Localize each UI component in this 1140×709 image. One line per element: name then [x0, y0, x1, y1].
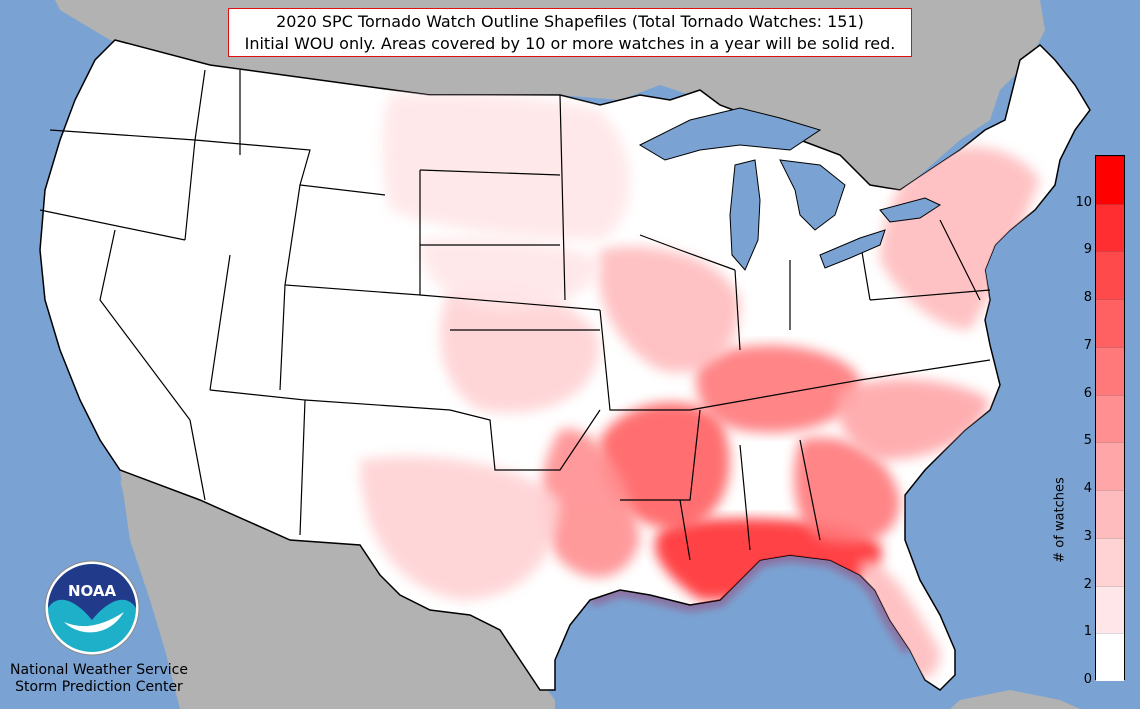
colorbar-segment: [1096, 156, 1124, 204]
state-line: [449, 409, 601, 471]
colorbar-segment: [1096, 585, 1124, 634]
state-line: [869, 289, 991, 301]
state-line: [49, 129, 196, 141]
colorbar-tick-label: 10: [1075, 194, 1092, 210]
credit-block: National Weather Service Storm Predictio…: [4, 662, 194, 696]
mexico-land: [120, 470, 555, 709]
cuba-land: [950, 690, 1080, 709]
state-line: [559, 94, 566, 301]
state-line: [419, 294, 601, 311]
colorbar-tick-label: 7: [1083, 337, 1092, 353]
colorbar-tick-label: 9: [1083, 242, 1092, 258]
colorbar-segment: [1096, 442, 1124, 491]
state-line: [739, 444, 751, 551]
colorbar-tick-label: 5: [1083, 433, 1092, 449]
state-line: [194, 139, 386, 196]
colorbar-segment: [1096, 537, 1124, 586]
shading-region: [860, 560, 940, 679]
map-title: 2020 SPC Tornado Watch Outline Shapefile…: [228, 8, 912, 57]
title-line-2: Initial WOU only. Areas covered by 10 or…: [244, 34, 896, 53]
colorbar-segment: [1096, 299, 1124, 347]
state-line: [734, 269, 741, 351]
shading-region: [382, 93, 630, 240]
credit-line-1: National Weather Service: [10, 662, 188, 678]
state-line: [419, 169, 561, 176]
lake-huron: [779, 159, 846, 231]
colorbar-segment: [1096, 251, 1124, 300]
state-line: [189, 419, 206, 501]
noaa-logo-text: NOAA: [68, 582, 117, 600]
colorbar-tick-label: 1: [1083, 624, 1092, 640]
colorbar-tick-label: 2: [1083, 576, 1092, 592]
state-line: [939, 219, 981, 301]
lake-erie: [819, 229, 886, 269]
state-line: [689, 359, 991, 411]
title-line-1: 2020 SPC Tornado Watch Outline Shapefile…: [276, 12, 864, 31]
state-line: [639, 234, 736, 271]
state-line: [184, 139, 196, 241]
state-line: [99, 229, 191, 421]
shading-region: [360, 456, 560, 600]
great-lakes: [638, 107, 942, 271]
state-line: [194, 69, 206, 141]
state-line: [304, 399, 451, 411]
colorbar: [1095, 155, 1125, 681]
colorbar-segment: [1096, 633, 1124, 681]
shading-region: [794, 437, 900, 544]
state-boundaries: [39, 69, 991, 561]
shading-region: [880, 146, 1040, 330]
lake-ontario: [879, 197, 942, 223]
state-line: [679, 499, 691, 561]
state-line: [279, 284, 286, 391]
baja-peninsula: [120, 480, 200, 709]
colorbar-label-text: # of watches: [1052, 477, 1068, 563]
lake-superior: [638, 107, 822, 161]
shading-region: [837, 379, 990, 460]
colorbar-tick-label: 0: [1083, 672, 1092, 687]
state-line: [284, 170, 421, 296]
colorbar-segment: [1096, 394, 1124, 443]
shading-region: [440, 287, 600, 413]
colorbar-segment: [1096, 346, 1124, 395]
shading-region: [541, 428, 640, 578]
colorbar-tick-label: 3: [1083, 528, 1092, 544]
shading-region: [696, 345, 860, 433]
credit-line-2: Storm Prediction Center: [15, 679, 183, 695]
colorbar-segment: [1096, 490, 1124, 538]
state-line: [620, 409, 701, 501]
shading-region: [420, 238, 600, 310]
colorbar-tick-label: 4: [1083, 481, 1092, 497]
shading-region: [598, 246, 740, 373]
colorbar-label: # of watches: [1040, 470, 1080, 570]
lake-michigan: [729, 159, 761, 271]
colorbar-segment: [1096, 203, 1124, 252]
state-line: [39, 209, 186, 241]
colorbar-tick-label: 8: [1083, 290, 1092, 306]
state-line: [209, 254, 231, 391]
noaa-logo: NOAA: [44, 560, 140, 656]
colorbar-tick-label: 6: [1083, 385, 1092, 401]
state-line: [799, 439, 821, 541]
state-line: [599, 309, 690, 411]
